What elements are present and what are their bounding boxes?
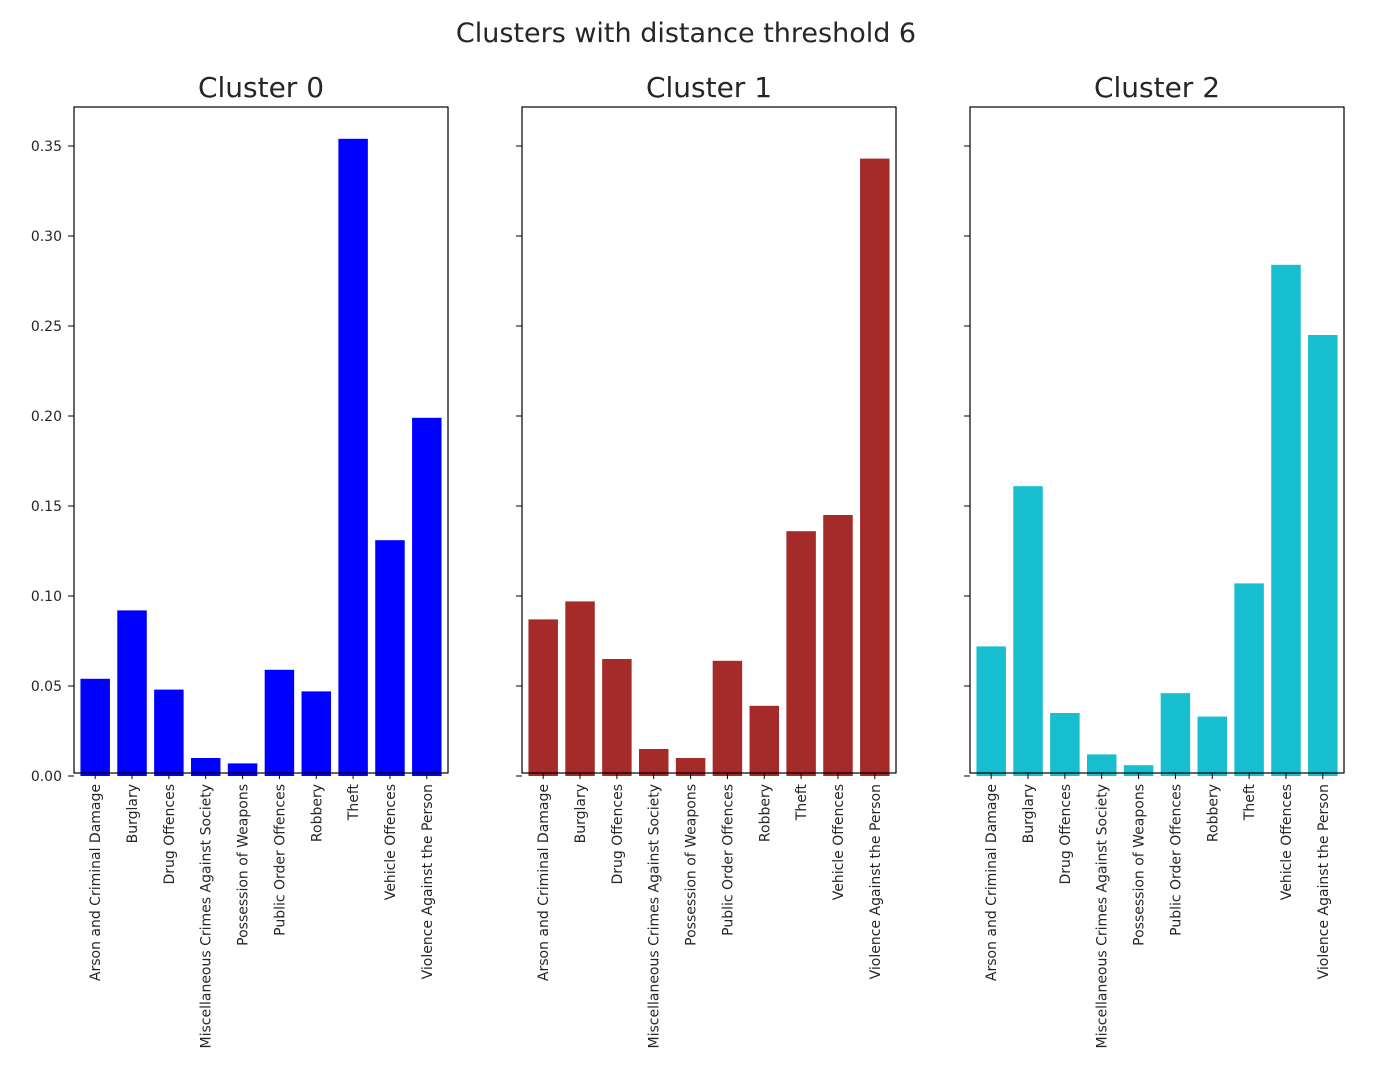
- x-tick-label: Miscellaneous Crimes Against Society: [647, 784, 663, 1048]
- bar: [1308, 335, 1338, 776]
- bar: [638, 749, 669, 776]
- x-tick-label: Theft: [794, 783, 810, 821]
- bar: [786, 531, 816, 776]
- x-tick-label: Drug Offences: [610, 784, 626, 885]
- x-tick-label: Violence Against the Person: [868, 784, 884, 979]
- bar: [823, 515, 853, 776]
- bar: [1197, 716, 1228, 776]
- x-tick-label: Drug Offences: [162, 784, 178, 885]
- x-tick-label: Arson and Criminal Damage: [88, 784, 104, 981]
- subplot-title: Cluster 1: [646, 71, 772, 104]
- axes-frame: [73, 106, 449, 774]
- x-tick-label: Burglary: [573, 784, 589, 843]
- x-tick-label: Robbery: [757, 784, 773, 842]
- bar: [976, 646, 1006, 776]
- y-tick-label: 0.35: [31, 139, 62, 155]
- bar: [712, 660, 743, 776]
- subplot-2: Cluster 2 Arson and Criminal Damage Burgla…: [964, 71, 1345, 1048]
- x-tick-label: Miscellaneous Crimes Against Society: [199, 784, 215, 1048]
- x-tick-label: Theft: [1242, 783, 1258, 821]
- bar: [749, 705, 780, 776]
- x-tick-label: Robbery: [1205, 784, 1221, 842]
- axes-frame: [521, 106, 897, 774]
- bar: [602, 659, 632, 776]
- y-tick-label: 0.15: [31, 499, 62, 515]
- x-tick-label: Violence Against the Person: [1316, 784, 1332, 979]
- x-tick-label: Public Order Offences: [272, 784, 288, 936]
- y-tick-label: 0.10: [31, 589, 62, 605]
- x-tick-label: Theft: [346, 783, 362, 821]
- x-tick-label: Vehicle Offences: [1279, 784, 1295, 900]
- bar: [412, 417, 442, 776]
- subplot-title: Cluster 2: [1094, 71, 1220, 104]
- plots-container: Cluster 0 Arson and Criminal Damage Burgla…: [31, 71, 1345, 1048]
- x-tick-label: Possession of Weapons: [684, 784, 700, 946]
- bar: [117, 610, 147, 776]
- x-tick-label: Burglary: [125, 784, 141, 843]
- x-tick-label: Public Order Offences: [1168, 784, 1184, 936]
- bar: [190, 758, 221, 776]
- y-tick-label: 0.00: [31, 769, 62, 785]
- subplot-1: Cluster 1 Arson and Criminal Damage Burgla…: [516, 71, 897, 1048]
- bar: [264, 669, 295, 776]
- x-tick-label: Burglary: [1021, 784, 1037, 843]
- x-tick-label: Possession of Weapons: [1132, 784, 1148, 946]
- subplot-0: Cluster 0 Arson and Criminal Damage Burgla…: [31, 71, 449, 1048]
- x-tick-label: Possession of Weapons: [236, 784, 252, 946]
- x-tick-label: Drug Offences: [1058, 784, 1074, 885]
- bar: [1050, 713, 1080, 776]
- y-tick-label: 0.05: [31, 679, 62, 695]
- bar: [1160, 693, 1191, 776]
- bar: [301, 691, 332, 776]
- figure-suptitle: Clusters with distance threshold 6: [456, 18, 916, 49]
- x-tick-label: Vehicle Offences: [383, 784, 399, 900]
- x-tick-label: Arson and Criminal Damage: [536, 784, 552, 981]
- bar: [1013, 486, 1043, 776]
- bar: [80, 678, 110, 776]
- bar: [860, 158, 890, 777]
- bar: [1123, 765, 1154, 776]
- subplot-title: Cluster 0: [198, 71, 324, 104]
- bar: [338, 138, 368, 777]
- bar: [528, 619, 558, 776]
- bar: [375, 540, 405, 776]
- x-tick-label: Violence Against the Person: [420, 784, 436, 979]
- bar: [565, 601, 595, 776]
- x-tick-label: Arson and Criminal Damage: [984, 784, 1000, 981]
- y-tick-label: 0.25: [31, 319, 62, 335]
- y-tick-label: 0.30: [31, 229, 62, 245]
- x-tick-label: Miscellaneous Crimes Against Society: [1095, 784, 1111, 1048]
- bar: [675, 758, 706, 776]
- bar: [1086, 754, 1117, 776]
- bar: [1234, 583, 1264, 776]
- axes-frame: [969, 106, 1345, 774]
- y-tick-label: 0.20: [31, 409, 62, 425]
- x-tick-label: Vehicle Offences: [831, 784, 847, 900]
- bar: [154, 689, 184, 776]
- x-tick-label: Public Order Offences: [720, 784, 736, 936]
- bar: [1271, 264, 1301, 776]
- x-tick-label: Robbery: [309, 784, 325, 842]
